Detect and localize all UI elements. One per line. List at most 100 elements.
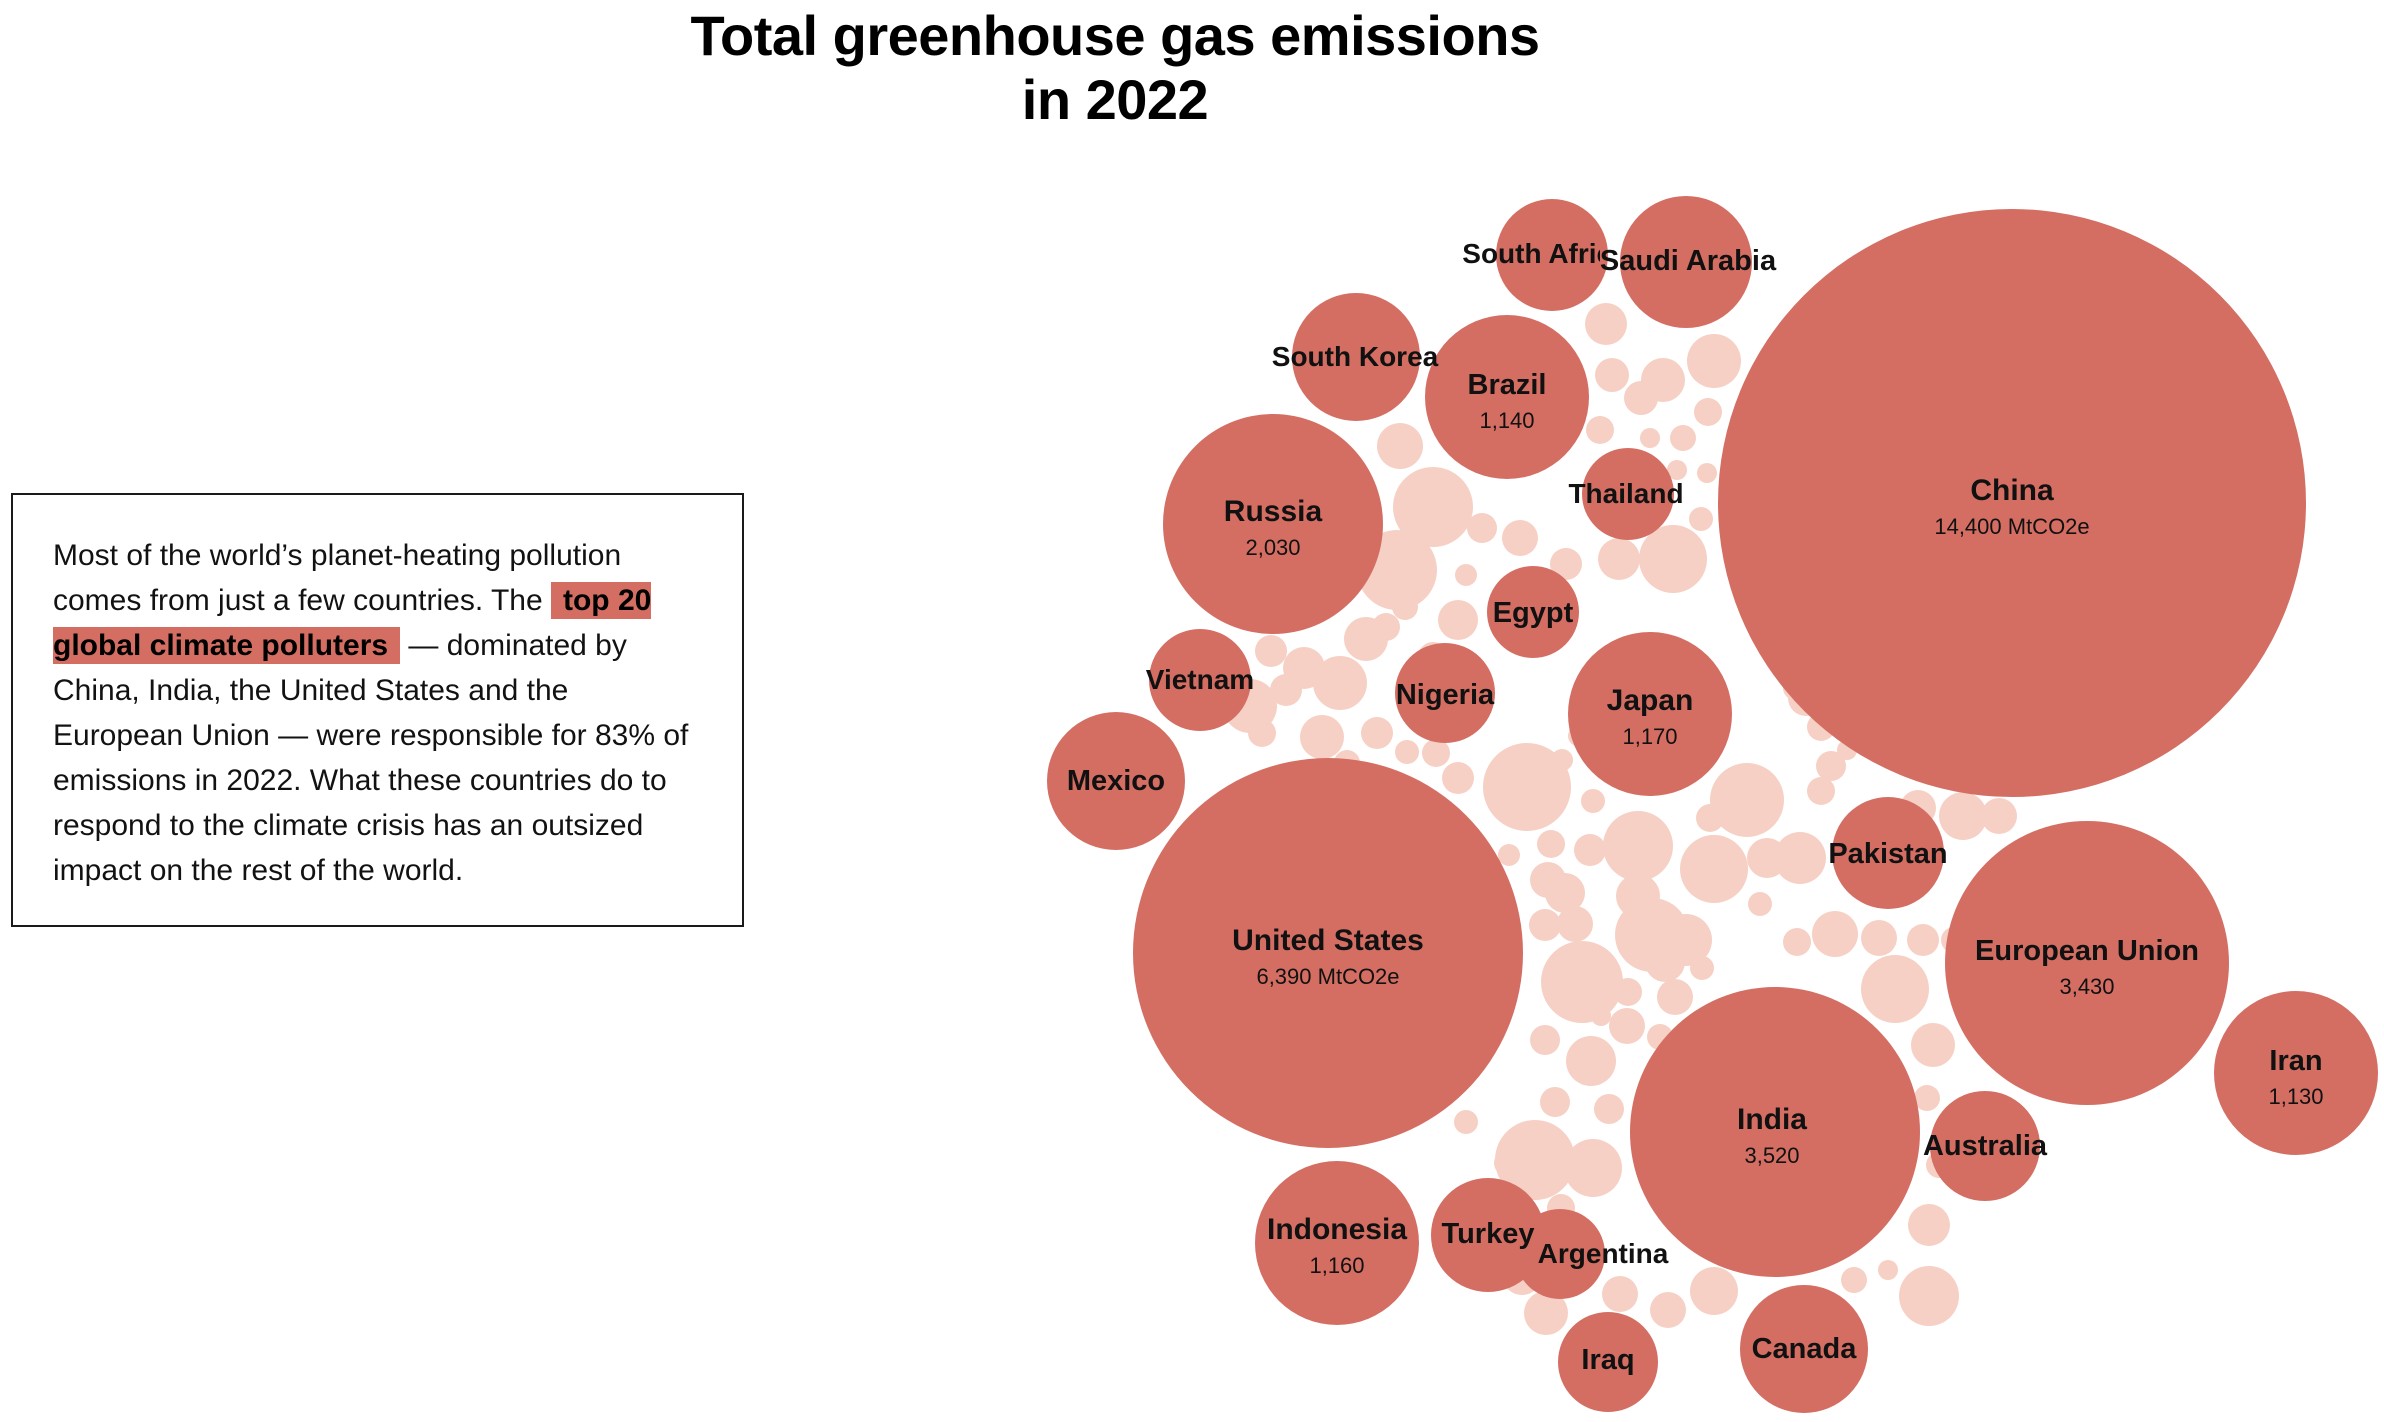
chart-title-line-2: in 2022 xyxy=(1021,68,1209,131)
bubble-united-states xyxy=(1133,758,1523,1148)
minor-country-bubble xyxy=(1438,600,1478,640)
minor-country-bubble xyxy=(1609,1008,1645,1044)
minor-country-bubble xyxy=(1395,740,1419,764)
bubble-pakistan xyxy=(1832,797,1944,909)
bubble-south-africa xyxy=(1496,199,1608,311)
minor-country-bubble xyxy=(1899,1266,1959,1326)
label-russia: Russia xyxy=(1224,495,1323,528)
bubble-mexico xyxy=(1047,712,1185,850)
minor-country-bubble xyxy=(1639,525,1707,593)
minor-country-bubble xyxy=(1494,1150,1520,1176)
minor-country-bubble xyxy=(1379,553,1431,605)
minor-country-bubble xyxy=(1550,548,1582,580)
minor-country-bubble xyxy=(1861,955,1929,1023)
label-pakistan: Pakistan xyxy=(1828,838,1947,870)
minor-country-bubble xyxy=(1540,1087,1570,1117)
bubble-japan xyxy=(1568,632,1732,796)
minor-country-bubble xyxy=(1697,463,1717,483)
bubble-nigeria xyxy=(1395,643,1495,743)
minor-country-bubble xyxy=(1689,507,1713,531)
intro-text-after: — dominated by China, India, the United … xyxy=(53,629,689,887)
label-saudi-arabia: Saudi Arabia xyxy=(1600,245,1777,277)
value-iran: 1,130 xyxy=(2268,1084,2323,1109)
minor-country-bubble xyxy=(1816,751,1846,781)
label-iraq: Iraq xyxy=(1581,1344,1634,1376)
bubble-russia xyxy=(1163,414,1383,634)
label-european-union: European Union xyxy=(1975,935,2199,967)
minor-country-bubble xyxy=(1557,906,1593,942)
minor-country-bubble xyxy=(1530,1025,1560,1055)
label-mexico: Mexico xyxy=(1067,765,1165,797)
minor-country-bubble xyxy=(1861,920,1897,956)
minor-country-bubble xyxy=(1602,1276,1638,1312)
minor-country-bubble xyxy=(1527,1171,1551,1195)
value-indonesia: 1,160 xyxy=(1309,1253,1364,1278)
label-south-africa: South Africa xyxy=(1462,238,1628,269)
bubble-china xyxy=(1718,209,2306,797)
bubble-argentina xyxy=(1515,1209,1605,1299)
label-iran: Iran xyxy=(2269,1045,2322,1077)
label-japan: Japan xyxy=(1607,684,1694,717)
minor-country-bubble xyxy=(1255,635,1287,667)
minor-country-bubble xyxy=(1641,358,1685,402)
minor-country-bubble xyxy=(1344,617,1388,661)
minor-country-bubble xyxy=(1598,538,1640,580)
minor-country-bubble xyxy=(1807,777,1835,805)
bubble-south-korea xyxy=(1292,293,1420,421)
minor-country-bubble xyxy=(1774,832,1826,884)
label-australia: Australia xyxy=(1923,1130,2048,1162)
bubble-australia xyxy=(1930,1091,2040,1201)
minor-country-bubble xyxy=(1495,1120,1575,1200)
minor-country-bubble xyxy=(1614,978,1642,1006)
minor-country-bubble xyxy=(1981,798,2017,834)
label-argentina: Argentina xyxy=(1538,1238,1669,1269)
label-indonesia: Indonesia xyxy=(1267,1213,1407,1246)
bubble-egypt xyxy=(1487,566,1579,658)
minor-country-bubble xyxy=(1591,1006,1611,1026)
minor-country-bubble xyxy=(1300,715,1344,759)
minor-country-bubble xyxy=(1393,467,1473,547)
minor-country-bubble xyxy=(1467,513,1497,543)
minor-country-bubble xyxy=(1377,423,1423,469)
minor-country-bubble xyxy=(1748,892,1772,916)
minor-country-bubble xyxy=(1574,834,1606,866)
minor-country-bubble xyxy=(1581,789,1605,813)
minor-country-bubble xyxy=(1907,924,1939,956)
label-egypt: Egypt xyxy=(1493,597,1574,629)
minor-country-bubble xyxy=(1640,428,1660,448)
minor-country-bubble xyxy=(1551,749,1573,771)
label-turkey: Turkey xyxy=(1442,1218,1535,1250)
intro-text-box: Most of the world’s planet-heating pollu… xyxy=(11,493,744,927)
minor-country-bubble xyxy=(1687,334,1741,388)
minor-country-bubble xyxy=(1530,862,1566,898)
minor-country-bubble xyxy=(1524,1291,1568,1335)
value-russia: 2,030 xyxy=(1245,535,1300,560)
label-south-korea: South Korea xyxy=(1272,341,1439,372)
label-canada: Canada xyxy=(1752,1333,1858,1365)
minor-country-bubble xyxy=(1878,1260,1898,1280)
minor-country-bubble xyxy=(1694,398,1722,426)
label-india: India xyxy=(1737,1103,1807,1136)
minor-country-bubble xyxy=(1454,1110,1478,1134)
minor-country-bubble xyxy=(1422,739,1450,767)
minor-country-bubble xyxy=(1585,303,1627,345)
minor-country-bubble xyxy=(1595,358,1629,392)
minor-country-bubble xyxy=(1248,719,1276,747)
value-united-states: 6,390 MtCO2e xyxy=(1256,964,1399,989)
minor-country-bubble xyxy=(1908,1204,1950,1246)
chart-title-line-1: Total greenhouse gas emissions xyxy=(690,4,1540,67)
label-china: China xyxy=(1970,474,2054,507)
minor-country-bubble xyxy=(1483,743,1571,831)
minor-country-bubble xyxy=(1783,928,1811,956)
minor-country-bubble xyxy=(1455,564,1477,586)
minor-country-bubble xyxy=(1650,1292,1686,1328)
minor-country-bubble xyxy=(1690,1267,1738,1315)
value-china: 14,400 MtCO2e xyxy=(1934,514,2089,539)
bubble-canada xyxy=(1740,1285,1868,1413)
minor-country-bubble xyxy=(1313,656,1367,710)
minor-country-bubble xyxy=(1586,416,1614,444)
minor-country-bubble xyxy=(1615,898,1689,972)
value-brazil: 1,140 xyxy=(1479,408,1534,433)
minor-country-bubble xyxy=(1566,1036,1616,1086)
